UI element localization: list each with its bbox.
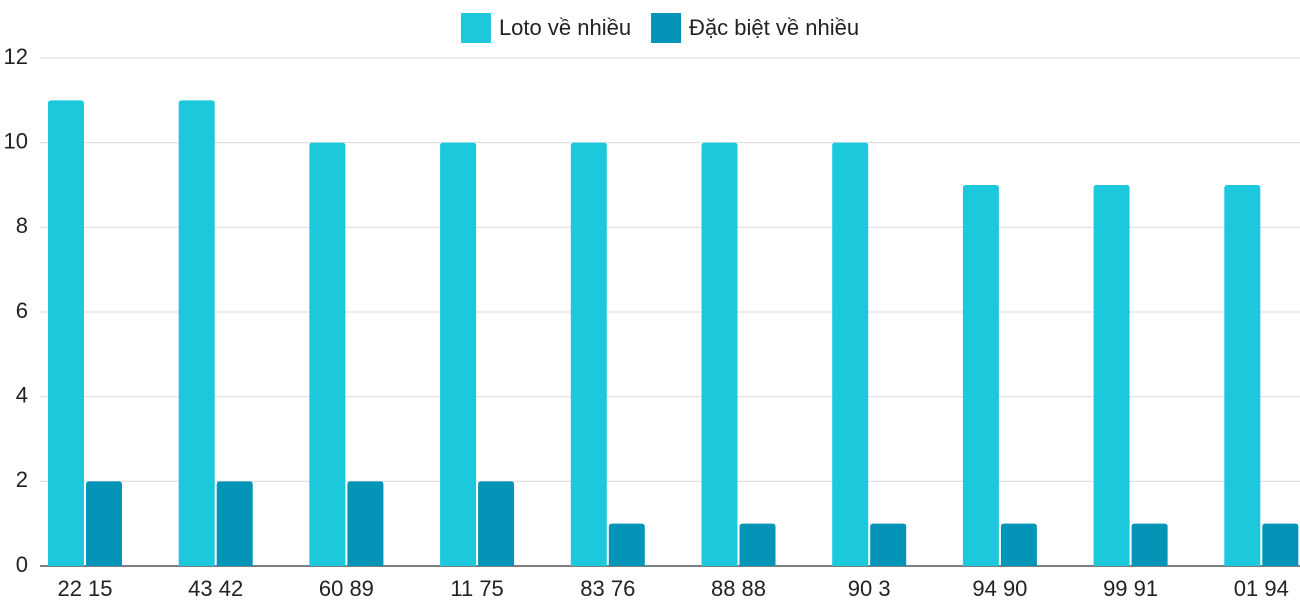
bar [870, 523, 907, 566]
bar [1262, 523, 1299, 566]
x-tick-label: 22 15 [57, 576, 112, 600]
y-tick-label: 4 [16, 382, 28, 407]
bar [1131, 523, 1168, 566]
legend: Loto về nhiều Đặc biệt về nhiều [460, 13, 859, 43]
x-tick-label: 88 88 [711, 576, 766, 600]
bar [962, 185, 999, 566]
legend-label: Loto về nhiều [499, 15, 631, 40]
y-tick-label: 0 [16, 552, 28, 577]
bar [347, 481, 384, 566]
y-tick-label: 6 [16, 298, 28, 323]
x-tick-label: 11 75 [450, 576, 503, 600]
x-tick-label: 99 91 [1103, 576, 1158, 600]
bar [440, 142, 477, 566]
bar [216, 481, 253, 566]
x-tick-label: 01 94 [1234, 576, 1289, 600]
bar [1224, 185, 1261, 566]
bar [86, 481, 122, 566]
bar [478, 481, 515, 566]
legend-label: Đặc biệt về nhiều [689, 15, 859, 40]
x-tick-label: 60 89 [319, 576, 374, 600]
bar [48, 100, 84, 566]
y-tick-label: 10 [4, 128, 28, 153]
bar [570, 142, 607, 566]
bar [739, 523, 776, 566]
bar [701, 142, 738, 566]
bar [832, 142, 869, 566]
bar [608, 523, 645, 566]
x-tick-label: 83 76 [580, 576, 635, 600]
y-tick-label: 8 [16, 213, 28, 238]
bar [178, 100, 215, 566]
bar [309, 142, 346, 566]
legend-swatch [460, 13, 491, 43]
bar [1093, 185, 1130, 566]
legend-swatch [651, 13, 682, 43]
x-tick-label: 94 90 [972, 576, 1027, 600]
x-tick-label: 43 42 [188, 576, 243, 600]
bar [1000, 523, 1037, 566]
y-tick-label: 2 [16, 467, 28, 492]
y-tick-label: 12 [4, 44, 28, 69]
x-tick-label: 90 3 [848, 576, 891, 600]
